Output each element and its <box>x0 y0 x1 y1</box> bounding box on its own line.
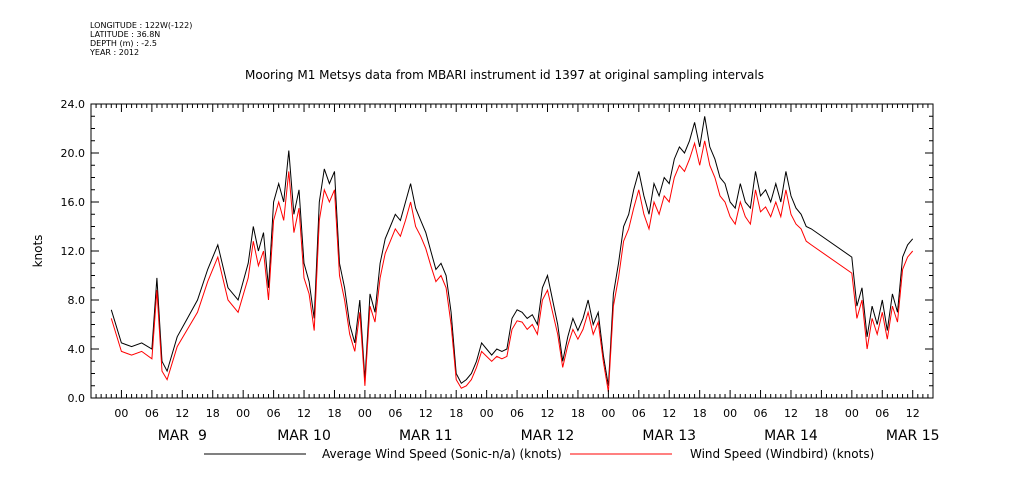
longitude-text: LONGITUDE : 122W(-122) <box>90 21 193 30</box>
x-hour-label: 06 <box>632 407 646 420</box>
x-hour-label: 06 <box>875 407 889 420</box>
x-axis: 00 06 12 18 MAR 9 00 06 12 18 MAR 10 00 06 12 18 MAR 1… <box>90 104 940 444</box>
x-hour-label: 18 <box>693 407 707 420</box>
x-day-label: MAR 11 <box>399 428 453 444</box>
x-day-label: MAR 12 <box>521 428 575 444</box>
metadata-block: LONGITUDE : 122W(-122) LATITUDE : 36.8N … <box>90 21 192 57</box>
x-hour-label: 06 <box>510 407 524 420</box>
x-hour-label: 00 <box>723 407 737 420</box>
y-axis-label: knots <box>31 235 45 268</box>
x-hour-label: 12 <box>784 407 798 420</box>
x-day-label: MAR 15 <box>886 428 940 444</box>
x-hour-label: 00 <box>845 407 859 420</box>
y-axis: 0.0 4.0 8.0 12.0 16.0 20.0 24.0 <box>61 98 933 405</box>
x-hour-label: 12 <box>419 407 433 420</box>
x-hour-label: 12 <box>662 407 676 420</box>
series-line-1 <box>110 140 914 392</box>
x-day-label: MAR 9 <box>158 428 207 444</box>
plot-frame <box>90 103 934 399</box>
x-hour-label: 00 <box>236 407 250 420</box>
x-hour-label: 12 <box>541 407 555 420</box>
x-hour-label: 18 <box>449 407 463 420</box>
legend-label-average-wind: Average Wind Speed (Sonic-n/a) (knots) <box>322 447 562 461</box>
x-hour-label: 06 <box>388 407 402 420</box>
x-hour-label: 00 <box>358 407 372 420</box>
series-layer <box>110 116 914 392</box>
x-hour-label: 12 <box>906 407 920 420</box>
x-hour-label: 18 <box>814 407 828 420</box>
chart-title: Mooring M1 Metsys data from MBARI instru… <box>245 68 764 82</box>
latitude-text: LATITUDE : 36.8N <box>90 30 161 39</box>
y-tick-label: 20.0 <box>61 147 86 160</box>
y-tick-label: 4.0 <box>68 343 86 356</box>
x-day-label: MAR 13 <box>642 428 696 444</box>
legend-label-windbird: Wind Speed (Windbird) (knots) <box>690 447 874 461</box>
x-hour-label: 06 <box>145 407 159 420</box>
y-tick-label: 0.0 <box>68 392 86 405</box>
x-hour-label: 00 <box>601 407 615 420</box>
y-tick-label: 16.0 <box>61 196 86 209</box>
x-day-label: MAR 10 <box>277 428 331 444</box>
x-day-label: MAR 14 <box>764 428 818 444</box>
y-tick-label: 24.0 <box>61 98 86 111</box>
y-tick-label: 12.0 <box>61 245 86 258</box>
x-hour-label: 00 <box>480 407 494 420</box>
series-line-0 <box>110 116 914 386</box>
x-hour-label: 18 <box>327 407 341 420</box>
x-hour-label: 00 <box>114 407 128 420</box>
x-hour-label: 06 <box>754 407 768 420</box>
x-hour-label: 18 <box>206 407 220 420</box>
year-text: YEAR : 2012 <box>90 48 140 57</box>
depth-text: DEPTH (m) : -2.5 <box>90 39 157 48</box>
x-hour-label: 18 <box>571 407 585 420</box>
x-hour-label: 12 <box>175 407 189 420</box>
legend: Average Wind Speed (Sonic-n/a) (knots) W… <box>204 447 874 461</box>
x-hour-label: 06 <box>267 407 281 420</box>
x-hour-label: 12 <box>297 407 311 420</box>
y-tick-label: 8.0 <box>68 294 86 307</box>
